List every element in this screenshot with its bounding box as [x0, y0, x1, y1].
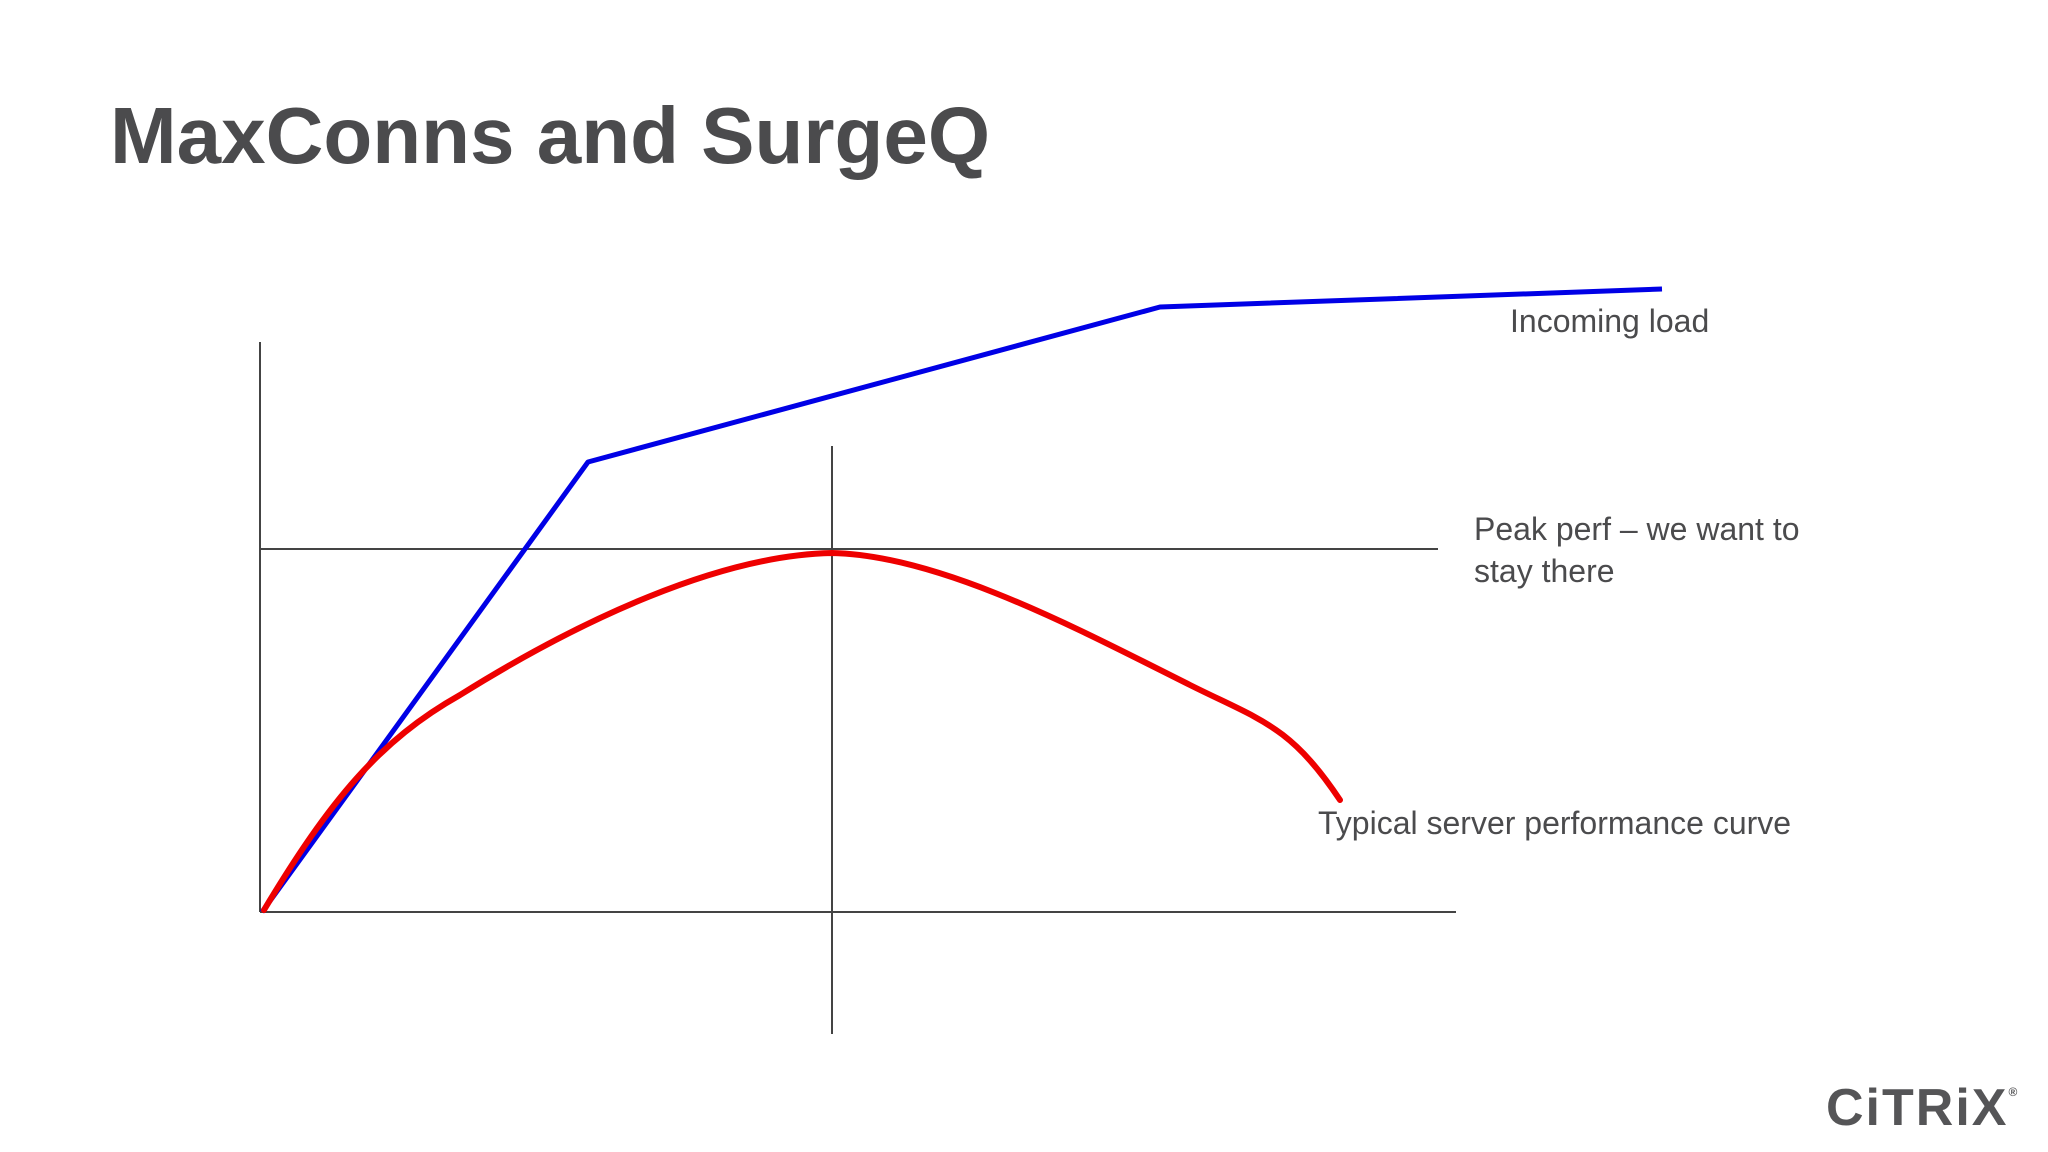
- incoming-load-label: Incoming load: [1510, 303, 1710, 339]
- slide-title: MaxConns and SurgeQ: [110, 91, 991, 180]
- incoming-load-line: [259, 286, 1663, 914]
- citrix-logo-text: CiTRiX: [1826, 1079, 2009, 1137]
- performance-curve: [261, 549, 1343, 913]
- performance-curve-label: Typical server performance curve: [1318, 805, 1792, 841]
- registered-mark: ®: [2008, 1085, 2018, 1099]
- peak-perf-label-line1: Peak perf – we want to: [1474, 511, 1800, 547]
- citrix-logo: CiTRiX®: [1826, 1082, 2017, 1134]
- peak-perf-label: Peak perf – we want to stay there: [1474, 508, 1800, 592]
- peak-perf-label-line2: stay there: [1474, 553, 1615, 589]
